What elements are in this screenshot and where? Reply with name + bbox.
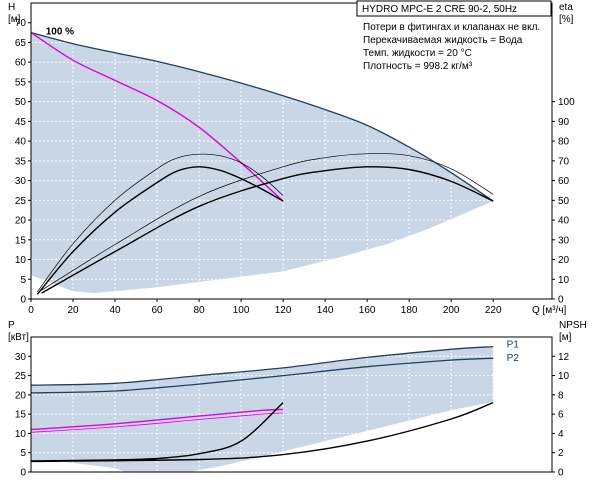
series-label-p2: P2: [507, 353, 520, 364]
power-y2tick-label-4: 4: [558, 429, 564, 440]
power-series-5-curve: [30, 401, 494, 463]
qh-y2tick-label-80: 80: [558, 137, 570, 148]
qh-xtick-label-220: 220: [485, 305, 502, 316]
power-y2tick-label-0: 0: [558, 468, 564, 479]
qh-xtick-label-0: 0: [28, 305, 34, 316]
qh-series-2-curve: [36, 166, 284, 295]
power-y2tick-label-6: 6: [558, 410, 564, 421]
power-y2tick-label-12: 12: [558, 352, 570, 363]
qh-ytick-label-25: 25: [15, 196, 27, 207]
power-ytick-label-25: 25: [15, 371, 27, 382]
power-series-0-envelope: [30, 345, 494, 386]
info-line-density: Плотность = 998.2 кг/м³: [363, 61, 473, 72]
qh-ytick-label-5: 5: [20, 275, 26, 286]
qh-xtick-label-120: 120: [275, 305, 292, 316]
qh-y-axis-title-name: H: [8, 2, 15, 13]
qh-series-4-curve: [41, 166, 494, 294]
power-y-axis-title-name: P: [8, 320, 15, 331]
power-y-axis-title-unit: [кВт]: [8, 332, 29, 343]
qh-ytick-label-40: 40: [15, 137, 27, 148]
qh-y2-axis-title-unit: [%]: [559, 14, 574, 25]
info-line-fittings: Потери в фитингах и клапанах не вкл.: [363, 21, 540, 33]
power-ytick-label-5: 5: [20, 448, 26, 459]
qh-xtick-label-100: 100: [233, 305, 250, 316]
qh-y2-axis-title-name: eta: [559, 2, 573, 13]
qh-y2tick-label-0: 0: [558, 295, 564, 306]
power-operating-area: [31, 346, 494, 472]
qh-y2tick-label-90: 90: [558, 117, 570, 128]
chart-title: HYDRO MPC-E 2 CRE 90-2, 50Hz: [362, 4, 517, 15]
qh-xtick-label-200: 200: [443, 305, 460, 316]
qh-plot-frame: [30, 2, 553, 300]
qh-y2tick-label-30: 30: [558, 235, 570, 246]
qh-ytick-label-45: 45: [15, 117, 27, 128]
qh-y2tick-label-70: 70: [558, 156, 570, 167]
power-npsh-chart: 0 5 10 15 20 25 30 0 2 4 6 8 10 12 P[кВт] NPSH[м] P1 P2: [8, 320, 587, 479]
qh-ytick-label-20: 20: [15, 216, 27, 227]
qh-xtick-label-20: 20: [67, 305, 79, 316]
title-box: [356, 0, 552, 17]
qh-series-5-curve-thin: [41, 153, 494, 291]
qh-ytick-label-30: 30: [15, 176, 27, 187]
power-y2-axis-title-name: NPSH: [559, 320, 587, 331]
qh-ytick-label-55: 55: [15, 77, 27, 88]
qh-xtick-label-80: 80: [194, 305, 206, 316]
qh-xtick-label-60: 60: [151, 305, 163, 316]
qh-x-axis-title: Q [м³/ч]: [532, 305, 567, 316]
power-y2-axis-title-unit: [м]: [559, 332, 572, 343]
qh-y-axis-title-unit: [м]: [8, 14, 21, 25]
qh-ytick-label-10: 10: [15, 255, 27, 266]
qh-y2tick-label-50: 50: [558, 196, 570, 207]
power-ytick-label-15: 15: [15, 410, 27, 421]
qh-chart: 0 5 10 15 20 25 30 35 40 45 50 55 60 65 70 0 10 20 30 40 50 6…: [8, 2, 575, 316]
qh-ytick-label-70: 70: [15, 18, 27, 29]
qh-ytick-label-35: 35: [15, 156, 27, 167]
qh-series-0-envelope: [30, 31, 494, 202]
qh-y2tick-label-60: 60: [558, 176, 570, 187]
qh-xtick-label-140: 140: [317, 305, 334, 316]
qh-operating-area: [31, 32, 494, 294]
qh-y2tick-label-40: 40: [558, 216, 570, 227]
qh-ytick-label-0: 0: [20, 295, 26, 306]
power-y2tick-label-10: 10: [558, 371, 570, 382]
qh-ytick-label-50: 50: [15, 97, 27, 108]
qh-y2tick-label-20: 20: [558, 255, 570, 266]
power-series-1-envelope: [30, 357, 494, 394]
qh-xtick-label-160: 160: [359, 305, 376, 316]
qh-y2tick-label-100: 100: [558, 97, 575, 108]
info-box: HYDRO MPC-E 2 CRE 90-2, 50Hz Потери в фи…: [356, 0, 552, 72]
power-ytick-label-30: 30: [15, 352, 27, 363]
power-y2tick-label-8: 8: [558, 390, 564, 401]
qh-annotation-0: 100 %: [46, 27, 74, 38]
power-plot-frame: [30, 336, 553, 473]
info-line-liquid: Перекачиваемая жидкость = Вода: [363, 35, 523, 46]
power-ytick-label-20: 20: [15, 390, 27, 401]
series-label-p1: P1: [507, 340, 520, 351]
power-y2tick-label-2: 2: [558, 448, 564, 459]
qh-xtick-label-180: 180: [401, 305, 418, 316]
power-ytick-label-0: 0: [20, 468, 26, 479]
qh-ytick-label-60: 60: [15, 58, 27, 69]
power-series-2-highlight: [30, 408, 284, 431]
qh-ytick-label-15: 15: [15, 235, 27, 246]
qh-series-3-curve-thin: [37, 153, 284, 293]
info-line-temperature: Темп. жидкости = 20 °C: [363, 48, 472, 59]
power-series-3-highlight-thin: [30, 412, 284, 433]
qh-ytick-label-65: 65: [15, 38, 27, 49]
qh-xtick-label-40: 40: [109, 305, 121, 316]
power-ytick-label-10: 10: [15, 429, 27, 440]
qh-y2tick-label-10: 10: [558, 275, 570, 286]
